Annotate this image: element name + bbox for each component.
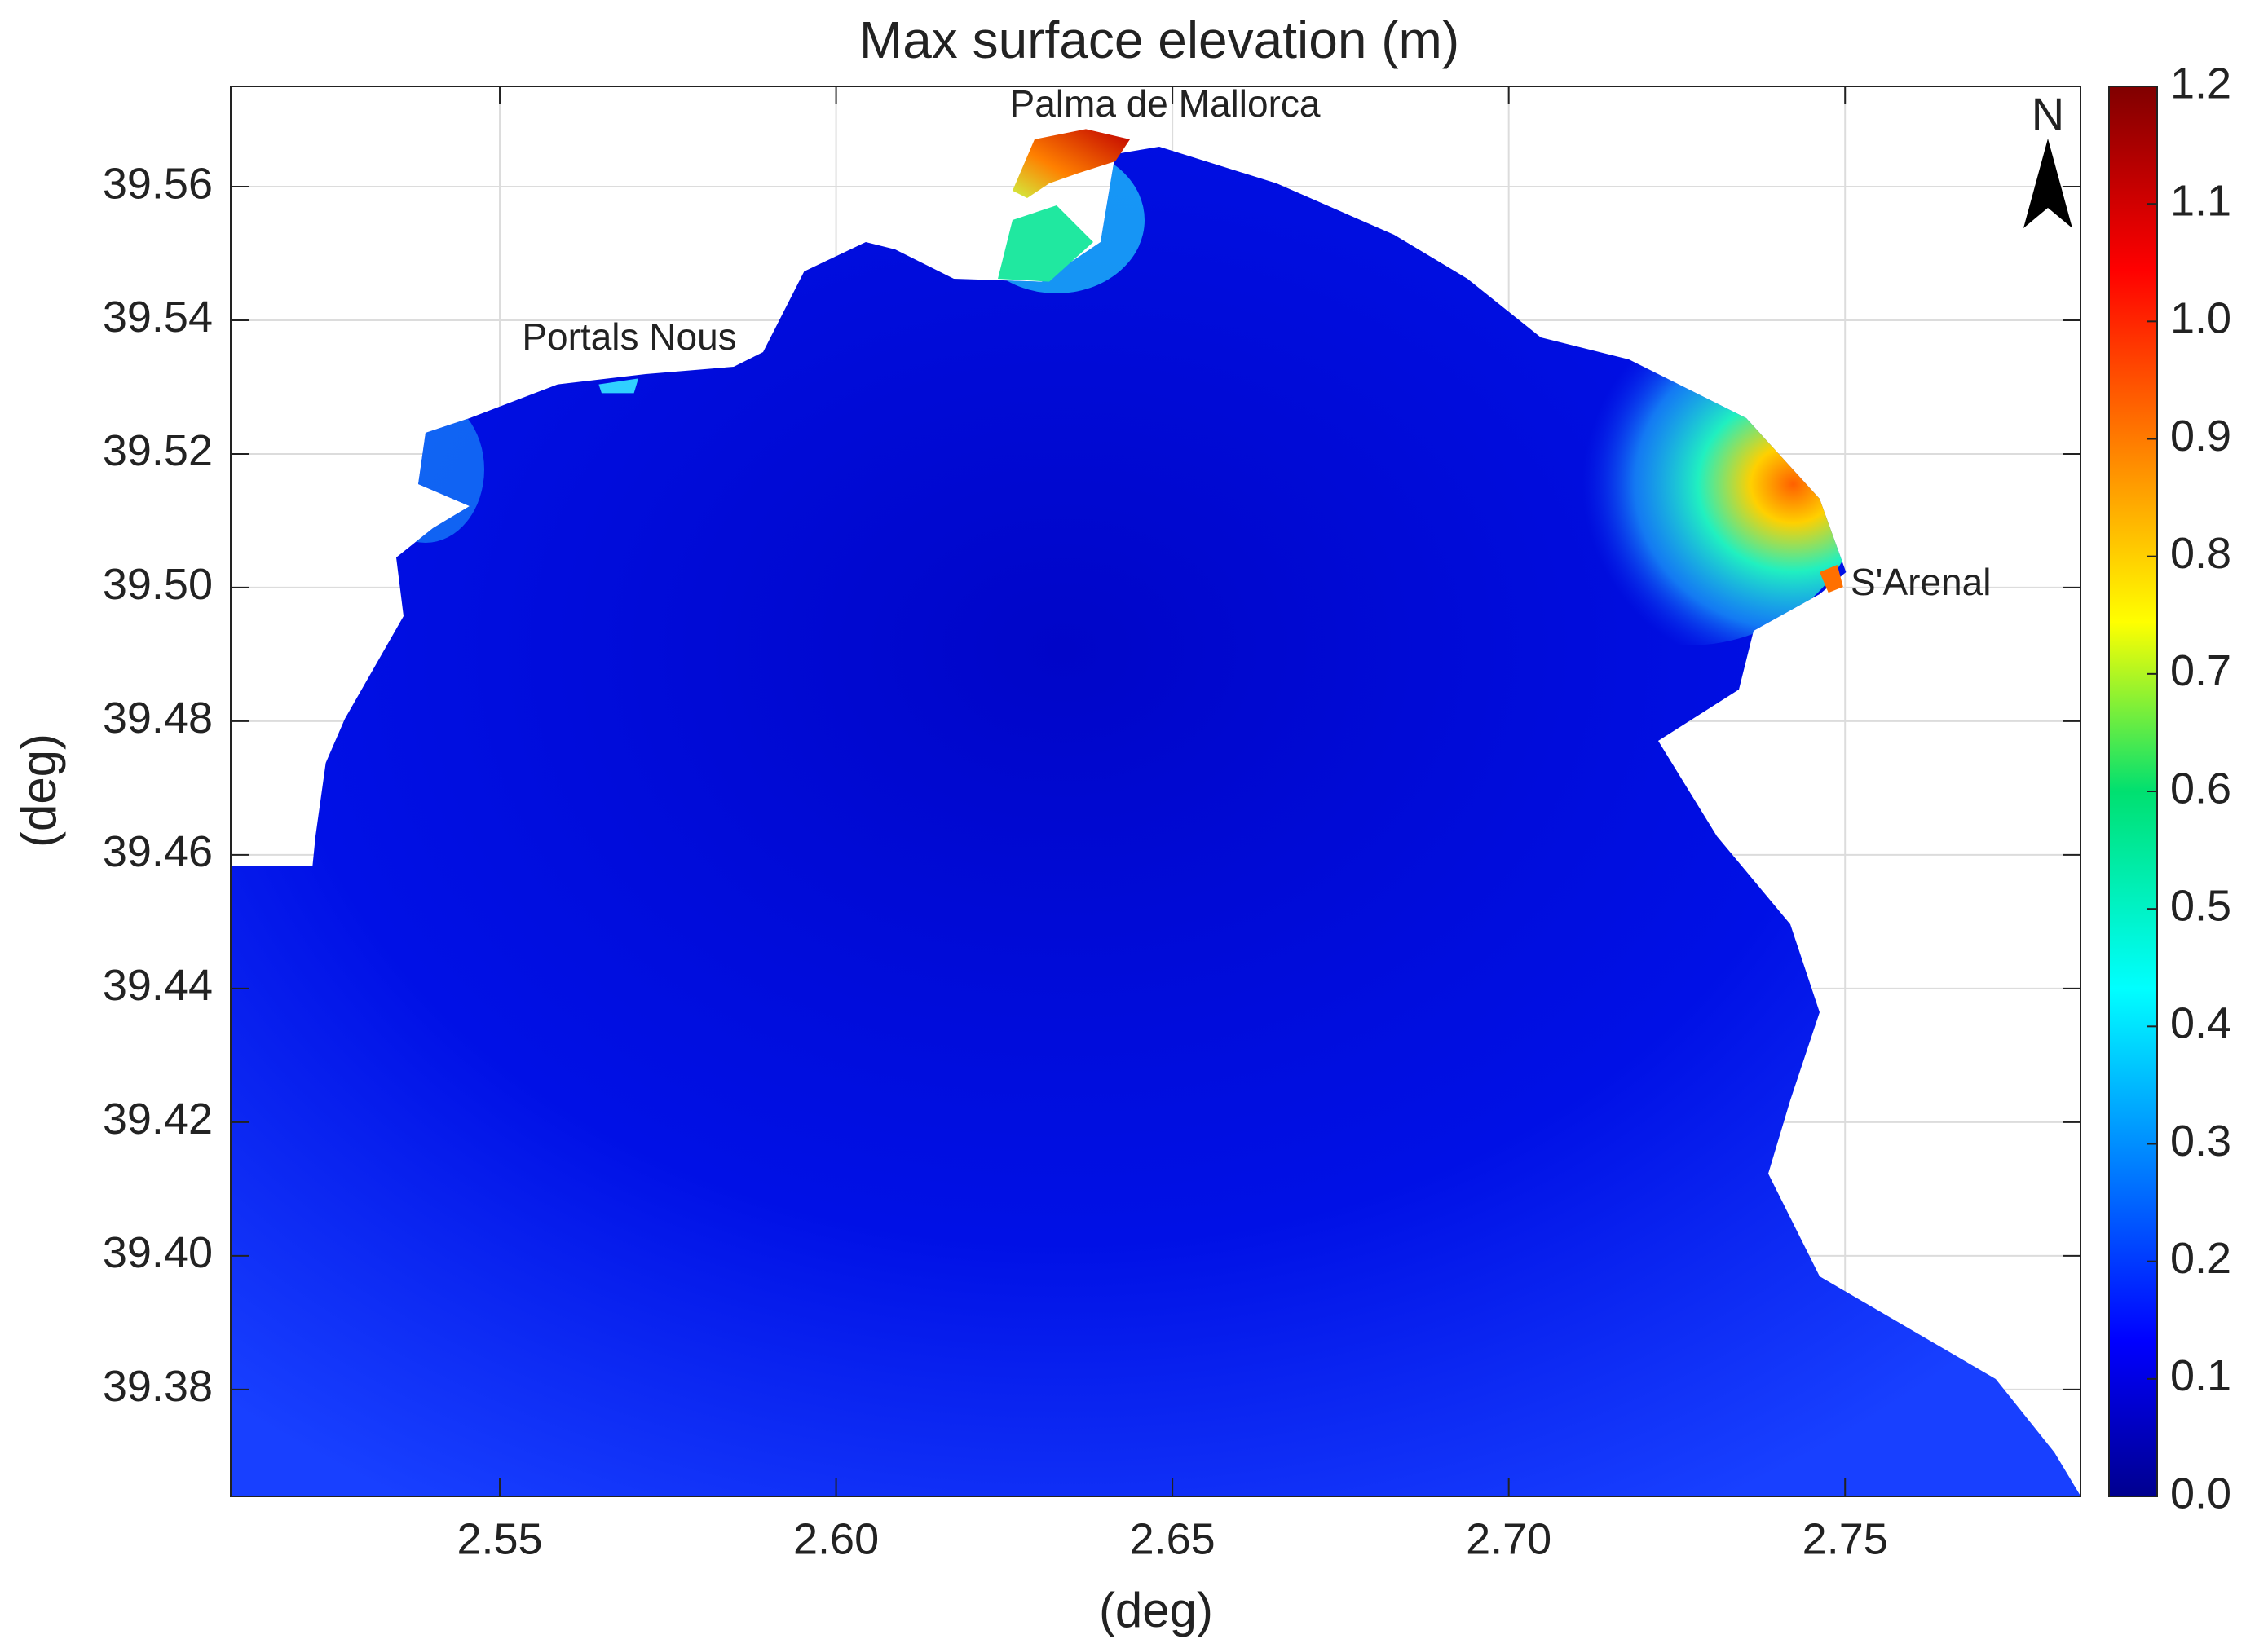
x-tick-label: 2.75 xyxy=(1802,1514,1888,1563)
y-tick-label: 39.40 xyxy=(103,1228,213,1277)
y-tick-label: 39.54 xyxy=(103,293,213,341)
colorbar-tick-label: 0.5 xyxy=(2170,881,2231,930)
colorbar-tick-label: 0.1 xyxy=(2170,1351,2231,1400)
colorbar-tick-label: 0.2 xyxy=(2170,1234,2231,1283)
colorbar-tick-label: 1.1 xyxy=(2170,176,2231,225)
colorbar-tick-label: 1.0 xyxy=(2170,294,2231,343)
colorbar-tick-label: 0.3 xyxy=(2170,1117,2231,1165)
x-tick-label: 2.55 xyxy=(457,1514,542,1563)
annotation: S'Arenal xyxy=(1851,561,1991,603)
portals-field xyxy=(598,378,638,394)
plot-frame xyxy=(230,86,2081,1497)
colorbar-tick-label: 0.8 xyxy=(2170,529,2231,578)
chart-title: Max surface elevation (m) xyxy=(859,11,1459,69)
x-axis-label: (deg) xyxy=(1099,1583,1213,1637)
x-tick-label: 2.70 xyxy=(1466,1514,1551,1563)
colorbar-tick-label: 0.9 xyxy=(2170,412,2231,460)
map-field xyxy=(230,129,2081,1496)
arenal-field xyxy=(1511,323,1864,645)
y-tick-label: 39.56 xyxy=(103,159,213,208)
x-tick-label: 2.65 xyxy=(1130,1514,1216,1563)
y-tick-label: 39.46 xyxy=(103,827,213,876)
annotation: Portals Nous xyxy=(522,315,736,358)
colorbar-tick-label: 0.6 xyxy=(2170,764,2231,813)
y-tick-label: 39.48 xyxy=(103,694,213,742)
north-arrow xyxy=(2023,139,2072,228)
port-field xyxy=(998,205,1093,282)
y-tick-label: 39.38 xyxy=(103,1362,213,1411)
x-tick-label: 2.60 xyxy=(793,1514,879,1563)
colorbar-tick-label: 0.7 xyxy=(2170,646,2231,695)
sea-field xyxy=(230,146,2081,1496)
colorbar-tick-label: 0.4 xyxy=(2170,999,2231,1048)
colorbar-tick-label: 1.2 xyxy=(2170,59,2231,108)
north-label: N xyxy=(2032,88,2064,139)
y-tick-label: 39.42 xyxy=(103,1095,213,1143)
colorbar-tick-label: 0.0 xyxy=(2170,1469,2231,1518)
annotation: Palma de Mallorca xyxy=(1010,82,1321,125)
y-axis-label: (deg) xyxy=(11,734,66,848)
y-tick-label: 39.50 xyxy=(103,560,213,609)
palma-field xyxy=(1013,129,1130,198)
arenal-point xyxy=(1820,565,1843,593)
coast-field xyxy=(367,396,484,543)
y-tick-label: 39.44 xyxy=(103,961,213,1010)
y-tick-label: 39.52 xyxy=(103,426,213,475)
